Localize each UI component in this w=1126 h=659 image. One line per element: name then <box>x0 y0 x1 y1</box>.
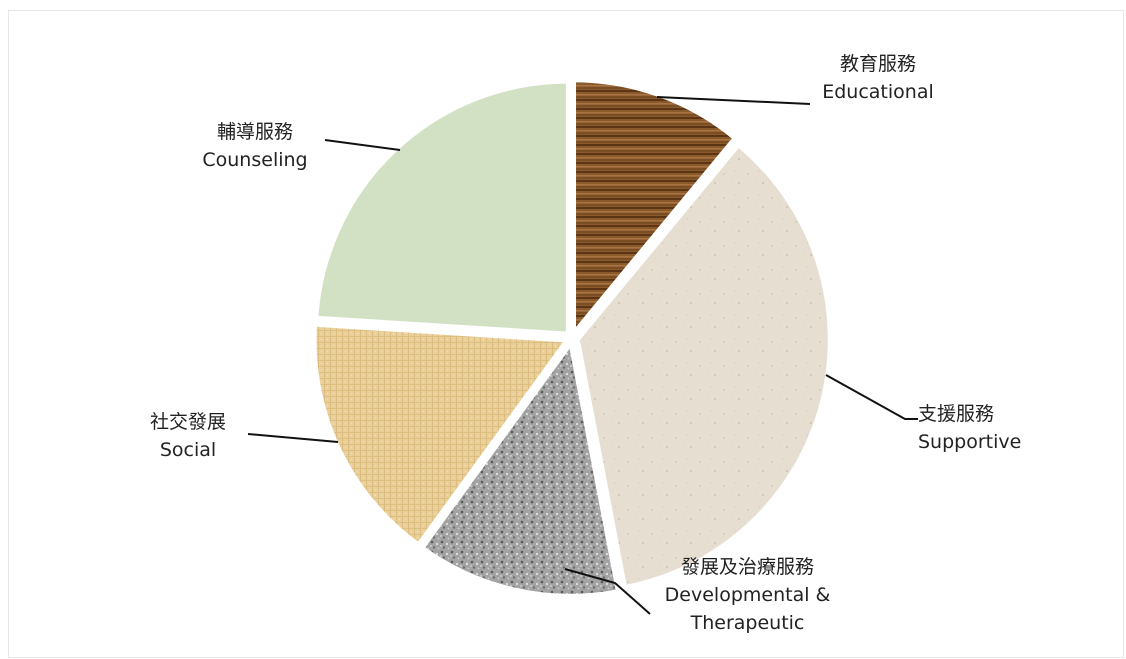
slice-label-supportive: 支援服務 Supportive <box>918 400 1078 456</box>
label-zh: 教育服務 <box>839 53 916 75</box>
leader-line-social <box>247 433 339 443</box>
label-en: Supportive <box>918 431 1022 453</box>
label-en: Counseling <box>202 149 308 171</box>
label-zh: 社交發展 <box>149 411 226 433</box>
label-en: Social <box>159 439 217 461</box>
label-zh: 輔導服務 <box>216 121 293 143</box>
pie-slice-supportive <box>575 142 832 590</box>
label-en: Educational <box>822 81 934 103</box>
pie-slices <box>312 78 832 598</box>
leader-line-counseling <box>324 139 401 151</box>
label-en: Developmental & <box>664 584 831 606</box>
slice-label-counseling: 輔導服務 Counseling <box>190 118 320 174</box>
pie-slice-educational <box>572 78 738 338</box>
label-en-2: Therapeutic <box>690 612 805 634</box>
pie-slice-developmental <box>419 338 621 598</box>
slice-label-social: 社交發展 Social <box>128 408 248 464</box>
label-zh: 支援服務 <box>918 403 995 425</box>
leader-line-developmental <box>564 568 651 615</box>
slice-label-educational: 教育服務 Educational <box>808 50 948 106</box>
pie-slice-counseling <box>314 79 570 336</box>
label-zh: 發展及治療服務 <box>680 556 814 578</box>
leader-line-supportive <box>825 374 918 420</box>
leader-lines <box>247 96 918 615</box>
leader-line-educational <box>656 96 811 105</box>
slice-label-developmental: 發展及治療服務 Developmental & Therapeutic <box>640 553 855 637</box>
pie-slice-social <box>312 322 571 548</box>
